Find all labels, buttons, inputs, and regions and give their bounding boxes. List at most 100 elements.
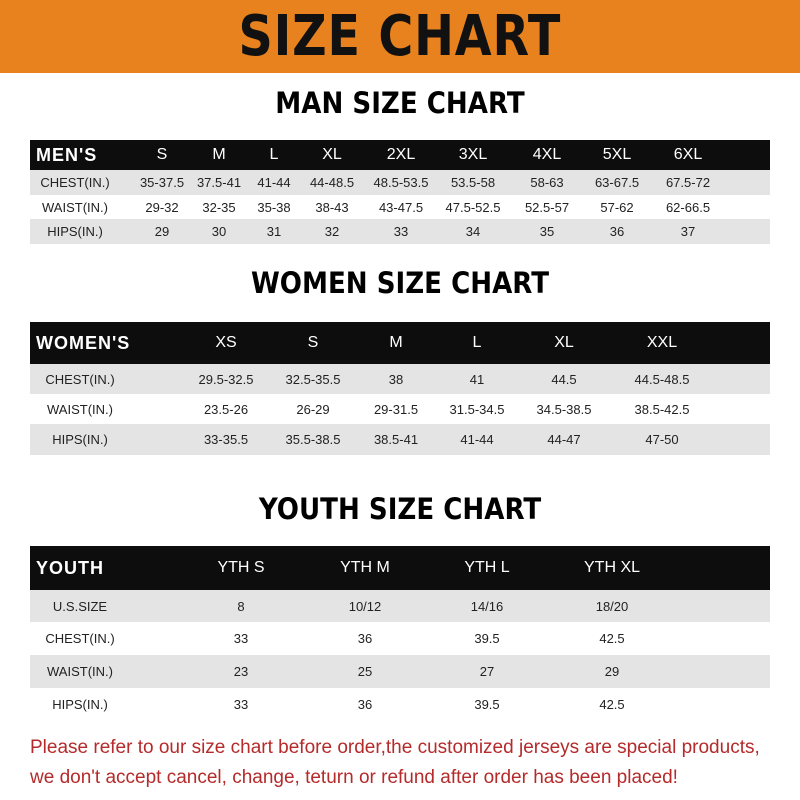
banner-title: SIZE CHART — [238, 4, 562, 69]
table-cell: 29 — [604, 664, 620, 679]
table-cell: 44.5 — [551, 371, 577, 387]
table-cell: 44-47 — [547, 432, 581, 447]
table-cell: 62-66.5 — [665, 199, 711, 215]
table-cell: 57-62 — [600, 199, 634, 215]
table-cell: 4XL — [532, 146, 562, 163]
table-cell: 33 — [233, 631, 249, 646]
table-cell: 38.5-41 — [373, 432, 419, 447]
table-cell: 36 — [609, 224, 625, 239]
table-cell: 48.5-53.5 — [373, 175, 429, 190]
table-cell: 31.5-34.5 — [449, 401, 505, 417]
table-cell: 53.5-58 — [450, 175, 496, 190]
table-cell: 23 — [233, 664, 249, 679]
table-row: CHEST(IN.) 29.5-32.5 32.5-35.5 38 41 44.5 44.5… — [30, 364, 770, 394]
table-cell: 36 — [357, 631, 373, 646]
notice-line: we don't accept cancel, change, teturn o… — [30, 767, 678, 788]
table-cell: 39.5 — [474, 696, 500, 712]
table-row: WAIST(IN.) 29-32 32-35 35-38 38-43 43-47.5 47.… — [30, 195, 770, 219]
table-cell: 44.5-48.5 — [634, 371, 690, 387]
table-cell: 38-43 — [315, 199, 349, 215]
table-cell: 47.5-52.5 — [445, 199, 501, 215]
table-cell: 41 — [469, 371, 485, 387]
table-cell: M — [212, 146, 226, 163]
table-cell: 52.5-57 — [524, 199, 570, 215]
table-cell: XS — [215, 334, 237, 351]
youth-size-table: YOUTH YTH S YTH M YTH L YTH XL U.S.SIZE 8 10/12… — [30, 546, 770, 720]
table-cell: 10/12 — [348, 598, 382, 614]
table-cell: 6XL — [673, 146, 703, 163]
table-cell: YTH S — [217, 559, 265, 576]
table-cell: S — [307, 334, 319, 351]
table-cell: 37.5-41 — [196, 175, 242, 190]
table-cell: 42.5 — [599, 696, 625, 712]
order-notice: Please refer to our size chart before or… — [30, 733, 790, 793]
youth-title: YOUTH SIZE CHART — [258, 492, 542, 526]
table-cell: 35-37.5 — [139, 175, 185, 190]
table-cell: YTH L — [464, 559, 510, 576]
table-cell: 32.5-35.5 — [285, 371, 341, 387]
table-cell: 31 — [266, 224, 282, 239]
table-cell: 33-35.5 — [203, 432, 249, 447]
table-row: CHEST(IN.) 35-37.5 37.5-41 41-44 44-48.5 48.5… — [30, 170, 770, 195]
table-cell: M — [389, 334, 403, 351]
table-cell: 44-48.5 — [309, 175, 355, 190]
table-cell: 33 — [393, 224, 409, 239]
table-cell: 30 — [211, 224, 227, 239]
men-size-table: MEN'S S M L XL 2XL 3XL 4XL 5XL 6XL CHEST(IN.) 35-37… — [30, 140, 770, 244]
table-cell: 42.5 — [599, 631, 625, 646]
table-cell: 2XL — [386, 146, 416, 163]
table-row: U.S.SIZE 8 10/12 14/16 18/20 — [30, 590, 770, 622]
table-row: HIPS(IN.) 29 30 31 32 33 34 35 36 37 — [30, 219, 770, 244]
table-cell: XXL — [646, 334, 678, 351]
table-cell: 32-35 — [202, 199, 236, 215]
table-cell: 25 — [357, 664, 373, 679]
men-title: MAN SIZE CHART — [275, 86, 525, 120]
table-cell: 67.5-72 — [665, 175, 711, 190]
row-label: HIPS(IN.) — [52, 696, 108, 712]
table-cell: YTH XL — [583, 559, 641, 576]
table-header-row: WOMEN'S XS S M L XL XXL — [30, 322, 770, 364]
row-label: WOMEN'S — [36, 332, 131, 353]
row-label: WAIST(IN.) — [42, 199, 108, 215]
row-label: U.S.SIZE — [52, 598, 108, 614]
table-row: WAIST(IN.) 23 25 27 29 — [30, 655, 770, 688]
table-cell: 38 — [388, 371, 404, 387]
row-label: HIPS(IN.) — [47, 224, 103, 239]
table-cell: XL — [554, 334, 574, 351]
women-size-table: WOMEN'S XS S M L XL XXL CHEST(IN.) 29.5-32.5 32.5… — [30, 322, 770, 455]
table-cell: S — [156, 146, 168, 163]
table-cell: 63-67.5 — [594, 175, 640, 190]
table-cell: 14/16 — [470, 598, 504, 614]
table-row: CHEST(IN.) 33 36 39.5 42.5 — [30, 622, 770, 655]
table-row: HIPS(IN.) 33 36 39.5 42.5 — [30, 688, 770, 720]
row-label: WAIST(IN.) — [47, 664, 113, 679]
table-cell: 29-31.5 — [373, 401, 419, 417]
row-label: YOUTH — [36, 557, 104, 578]
table-cell: 35 — [539, 224, 555, 239]
table-cell: 43-47.5 — [378, 199, 424, 215]
table-cell: 39.5 — [474, 631, 500, 646]
table-cell: 29 — [154, 224, 170, 239]
table-cell: 32 — [324, 224, 340, 239]
table-cell: 37 — [680, 224, 696, 239]
table-cell: 23.5-26 — [203, 401, 249, 417]
table-cell: YTH M — [340, 559, 390, 576]
table-cell: 34 — [465, 224, 481, 239]
table-cell: 8 — [237, 598, 245, 614]
table-cell: 41-44 — [257, 175, 291, 190]
table-cell: XL — [322, 146, 342, 163]
table-cell: 38.5-42.5 — [634, 401, 690, 417]
table-cell: L — [472, 334, 482, 351]
table-cell: 47-50 — [645, 432, 679, 447]
table-cell: 33 — [233, 696, 249, 712]
table-cell: 18/20 — [595, 598, 629, 614]
table-cell: 29.5-32.5 — [198, 371, 254, 387]
row-label: WAIST(IN.) — [47, 401, 113, 417]
table-row: WAIST(IN.) 23.5-26 26-29 29-31.5 31.5-34.5 34… — [30, 394, 770, 424]
table-cell: 26-29 — [296, 401, 330, 417]
notice-line: Please refer to our size chart before or… — [30, 737, 760, 758]
table-cell: 35-38 — [257, 199, 291, 215]
table-cell: L — [269, 146, 279, 163]
table-cell: 3XL — [458, 146, 488, 163]
table-cell: 41-44 — [460, 432, 494, 447]
